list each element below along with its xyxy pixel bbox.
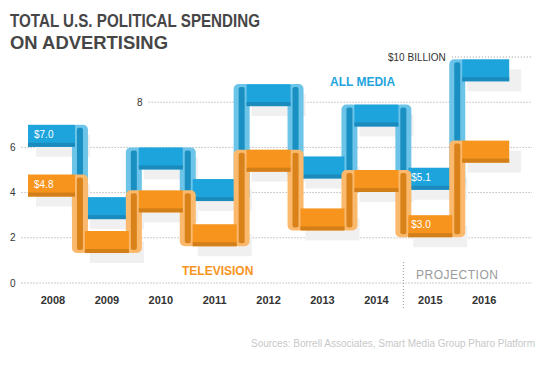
chart: TOTAL U.S. POLITICAL SPENDINGON ADVERTIS… <box>0 0 545 370</box>
marks <box>28 59 521 263</box>
step-band <box>408 168 452 190</box>
x-tick-label: 2012 <box>256 294 280 306</box>
step-band <box>139 190 183 212</box>
series <box>28 59 509 219</box>
step-band <box>462 59 509 81</box>
connector-edge <box>454 144 460 235</box>
step-band-edge <box>354 122 398 126</box>
projection-divider <box>403 262 404 310</box>
series-label: ALL MEDIA <box>330 75 395 89</box>
grid-line <box>452 57 532 58</box>
step-band-edge <box>247 168 291 172</box>
step-band <box>408 215 452 237</box>
step-band-edge <box>85 215 129 219</box>
step-band <box>85 231 129 253</box>
grid-line <box>22 283 532 284</box>
step-band <box>462 141 509 163</box>
step-band-edge <box>408 186 452 190</box>
x-tick-label: 2015 <box>418 294 442 306</box>
title: TOTAL U.S. POLITICAL SPENDING <box>10 10 260 31</box>
step-band <box>354 104 398 126</box>
step-band-edge <box>85 249 129 253</box>
connector-edge <box>346 107 352 175</box>
x-tick-label: 2009 <box>95 294 119 306</box>
connector-edge <box>131 193 137 250</box>
step-band-edge <box>301 174 345 178</box>
connector-edge <box>77 178 83 251</box>
y-tick-label: 4 <box>10 187 16 198</box>
step-band <box>301 208 345 230</box>
x-tick-label: 2011 <box>203 294 227 306</box>
connector-edge <box>185 193 191 243</box>
step-band <box>85 197 129 219</box>
step-band-edge <box>301 226 345 230</box>
x-tick-label: 2016 <box>472 294 496 306</box>
connector-edge <box>346 173 352 227</box>
step-band <box>247 150 291 172</box>
data-label: $5.1 <box>411 172 431 183</box>
step-band <box>28 175 75 197</box>
grid <box>22 57 532 283</box>
x-tick-label: 2010 <box>149 294 173 306</box>
page: {"chart_data": {"type": "step", "title":… <box>0 0 545 370</box>
connector-edge <box>400 173 406 234</box>
step-band-edge <box>354 188 398 192</box>
step-band-edge <box>193 197 237 201</box>
step-band <box>354 170 398 192</box>
step-band-edge <box>247 102 291 106</box>
x-tick-label: 2008 <box>41 294 65 306</box>
y-tick-label: 2 <box>10 232 16 243</box>
data-label: $3.0 <box>411 219 431 230</box>
step-band <box>193 224 237 246</box>
data-label: $4.8 <box>34 179 54 190</box>
step-band-edge <box>462 77 509 81</box>
step-band-edge <box>408 233 452 237</box>
y-tick-label: $10 BILLION <box>388 52 446 63</box>
step-band <box>28 125 75 147</box>
data-label: $7.0 <box>34 129 54 140</box>
y-tick-label: 6 <box>10 142 16 153</box>
source: Sources: Borrell Associates, Smart Media… <box>251 338 535 349</box>
step-band <box>247 84 291 106</box>
step-band-edge <box>28 143 75 147</box>
x-tick-label: 2013 <box>310 294 334 306</box>
x-tick-label: 2014 <box>364 294 389 306</box>
series-label: TELEVISION <box>182 264 253 278</box>
shadow-group <box>36 69 521 263</box>
series <box>28 141 509 253</box>
step-band-edge <box>462 159 509 163</box>
step-band <box>193 179 237 201</box>
connector-edge <box>239 153 245 244</box>
step-band <box>139 147 183 169</box>
connector-edge <box>293 153 299 228</box>
step-band-edge <box>28 193 75 197</box>
title: ON ADVERTISING <box>10 32 168 53</box>
step-band <box>301 156 345 178</box>
grid-line <box>149 102 532 103</box>
y-tick-label: 0 <box>10 278 16 289</box>
step-band-edge <box>193 242 237 246</box>
y-tick-label: 8 <box>137 97 143 108</box>
step-band-edge <box>139 208 183 212</box>
step-band-edge <box>139 165 183 169</box>
annotation: PROJECTION <box>416 268 498 282</box>
